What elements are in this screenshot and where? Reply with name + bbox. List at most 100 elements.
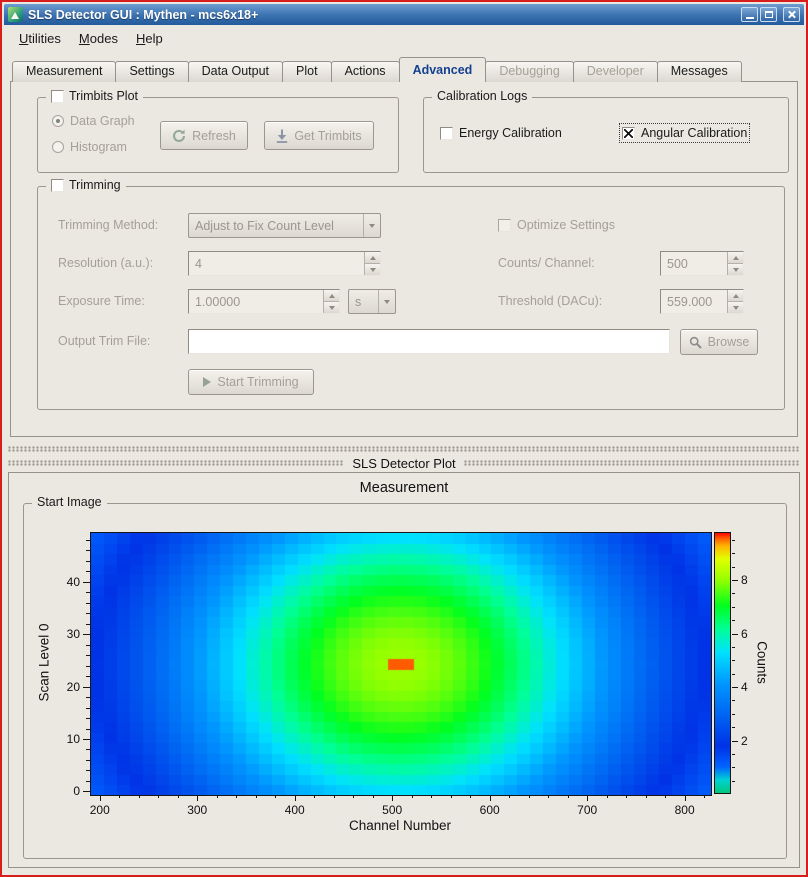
x-minor-tick (275, 795, 277, 798)
x-minor-tick (353, 795, 355, 798)
menu-modes[interactable]: Modes (78, 30, 118, 46)
x-tick-label: 800 (674, 803, 695, 817)
y-minor-tick (86, 759, 90, 761)
tab-messages[interactable]: Messages (656, 61, 742, 82)
menu-bar: Utilities Modes Help (4, 26, 804, 50)
get-trimbits-button: Get Trimbits (264, 121, 374, 150)
threshold-spin-buttons (727, 290, 743, 313)
splitter-dots (8, 460, 345, 466)
y-minor-tick (86, 655, 90, 657)
histogram-radio (52, 141, 64, 153)
window-controls (741, 7, 800, 22)
menu-utilities[interactable]: Utilities (19, 30, 61, 46)
counts-channel-label: Counts/ Channel: (498, 256, 595, 270)
y-minor-tick (86, 644, 90, 646)
colorbar-tick-label: 2 (741, 733, 748, 748)
trimming-group-title[interactable]: Trimming (46, 178, 126, 192)
window-title: SLS Detector GUI : Mythen - mcs6x18+ (28, 7, 259, 22)
y-tick-label: 30 (66, 627, 80, 642)
refresh-button: Refresh (160, 121, 248, 150)
y-tick-label: 20 (66, 679, 80, 694)
minimize-button[interactable] (741, 7, 758, 22)
x-minor-tick (567, 795, 569, 798)
spin-up-icon (369, 255, 376, 260)
title-bar[interactable]: SLS Detector GUI : Mythen - mcs6x18+ (4, 4, 804, 25)
trimbits-plot-checkbox[interactable] (51, 89, 64, 103)
exposure-time-label: Exposure Time: (58, 294, 145, 308)
colorbar-minor-tick (732, 566, 735, 568)
x-minor-tick (255, 795, 257, 798)
x-minor-tick (333, 795, 335, 798)
trimming-checkbox[interactable] (51, 178, 64, 192)
tab-actions[interactable]: Actions (330, 61, 400, 82)
energy-calibration-row[interactable]: Energy Calibration (440, 126, 562, 140)
spin-down-icon (732, 267, 739, 272)
tab-advanced[interactable]: Advanced (398, 57, 487, 82)
tab-data-output[interactable]: Data Output (187, 61, 284, 82)
x-minor-tick (216, 795, 218, 798)
y-tick-mark (83, 634, 90, 636)
y-tick-label: 0 (73, 784, 80, 799)
optimize-settings-checkbox (498, 218, 511, 232)
angular-calibration-row[interactable]: Angular Calibration (618, 123, 751, 143)
angular-calibration-checkbox[interactable] (622, 126, 635, 140)
tab-plot[interactable]: Plot (282, 61, 332, 82)
x-tick-label: 300 (187, 803, 208, 817)
splitter-handle[interactable]: SLS Detector Plot (4, 443, 804, 471)
tab-measurement[interactable]: Measurement (12, 61, 117, 82)
x-tick-label: 200 (89, 803, 110, 817)
y-minor-tick (86, 676, 90, 678)
splitter-dots (8, 446, 800, 452)
maximize-button[interactable] (760, 7, 777, 22)
output-trim-file-input[interactable] (188, 329, 670, 354)
sls-detector-plot-panel: Measurement Start Image Channel Number S… (8, 472, 800, 868)
x-minor-tick (548, 795, 550, 798)
x-minor-tick (236, 795, 238, 798)
colorbar-minor-tick (732, 660, 735, 662)
tab-bar: Measurement Settings Data Output Plot Ac… (12, 57, 742, 82)
close-button[interactable] (783, 7, 800, 22)
colorbar-tick-label: 8 (741, 573, 748, 588)
x-tick-mark (587, 795, 589, 801)
start-image-group-title: Start Image (32, 495, 107, 509)
y-tick-mark (83, 686, 90, 688)
x-axis-title: Channel Number (348, 818, 452, 833)
tab-debugging: Debugging (485, 61, 574, 82)
threshold-label: Threshold (DACu): (498, 294, 603, 308)
x-minor-tick (431, 795, 433, 798)
y-minor-tick (86, 550, 90, 552)
spin-down-icon (328, 305, 335, 310)
y-minor-tick (86, 697, 90, 699)
plot-title: Measurement (359, 480, 449, 496)
tab-settings[interactable]: Settings (115, 61, 189, 82)
heatmap-canvas[interactable] (90, 532, 712, 796)
optimize-settings-row: Optimize Settings (498, 218, 615, 232)
resolution-spin-buttons (364, 252, 380, 275)
trimbits-plot-group-title[interactable]: Trimbits Plot (46, 89, 143, 103)
x-tick-label: 500 (382, 803, 403, 817)
menu-help[interactable]: Help (135, 30, 163, 46)
splitter-label: SLS Detector Plot (352, 455, 456, 471)
x-minor-tick (119, 795, 121, 798)
x-tick-label: 600 (479, 803, 500, 817)
x-minor-tick (704, 795, 706, 798)
calibration-logs-group: Calibration Logs Energy Calibration Angu… (423, 89, 789, 173)
data-graph-radio-row: Data Graph (52, 114, 135, 128)
x-minor-tick (528, 795, 530, 798)
y-minor-tick (86, 707, 90, 709)
y-tick-mark (83, 581, 90, 583)
spin-up-icon (732, 293, 739, 298)
download-icon (277, 129, 288, 143)
threshold-spinbox: 559.000 (660, 289, 744, 314)
x-minor-tick (138, 795, 140, 798)
maximize-icon (764, 11, 773, 18)
colorbar-tick-mark (732, 687, 738, 689)
app-icon (8, 7, 23, 22)
start-trimming-button: Start Trimming (188, 369, 314, 395)
y-tick-mark (83, 791, 90, 793)
energy-calibration-checkbox[interactable] (440, 126, 453, 140)
colorbar-minor-tick (732, 673, 735, 675)
y-minor-tick (86, 613, 90, 615)
x-tick-mark (99, 795, 101, 801)
